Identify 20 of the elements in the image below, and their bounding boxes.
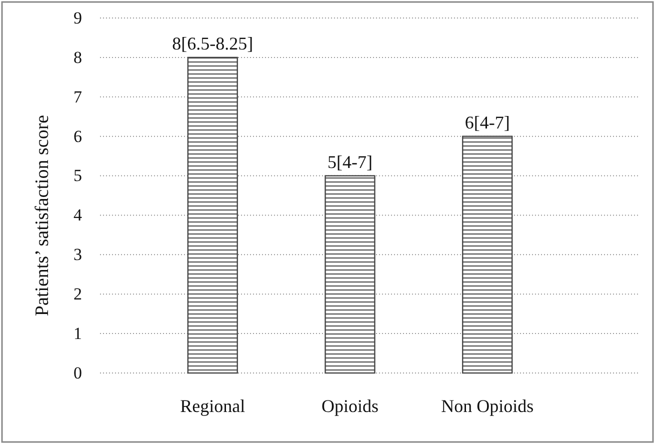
y-tick-label: 6 xyxy=(74,126,82,146)
y-tick-label: 2 xyxy=(74,284,82,304)
data-label: 8[6.5-8.25] xyxy=(172,33,254,54)
y-tick-label: 7 xyxy=(74,87,82,106)
y-tick-label: 1 xyxy=(74,324,82,343)
bar xyxy=(324,175,376,374)
data-label: 6[4-7] xyxy=(464,112,510,132)
data-label: 5[4-7] xyxy=(328,152,372,172)
y-tick-label: 8 xyxy=(74,48,82,67)
y-tick-label: 5 xyxy=(74,166,82,186)
y-tick-label: 9 xyxy=(74,8,82,28)
y-tick-label: 4 xyxy=(74,206,82,225)
y-axis-title: Patients’ satisfaction score xyxy=(32,114,53,316)
x-tick-label: Non Opioids xyxy=(441,396,534,416)
y-tick-label: 0 xyxy=(74,363,82,382)
x-tick-label: Regional xyxy=(180,396,246,416)
y-tick-label: 3 xyxy=(74,245,82,264)
bar xyxy=(462,136,513,374)
bar xyxy=(187,56,238,374)
x-tick-label: Opioids xyxy=(321,396,379,416)
